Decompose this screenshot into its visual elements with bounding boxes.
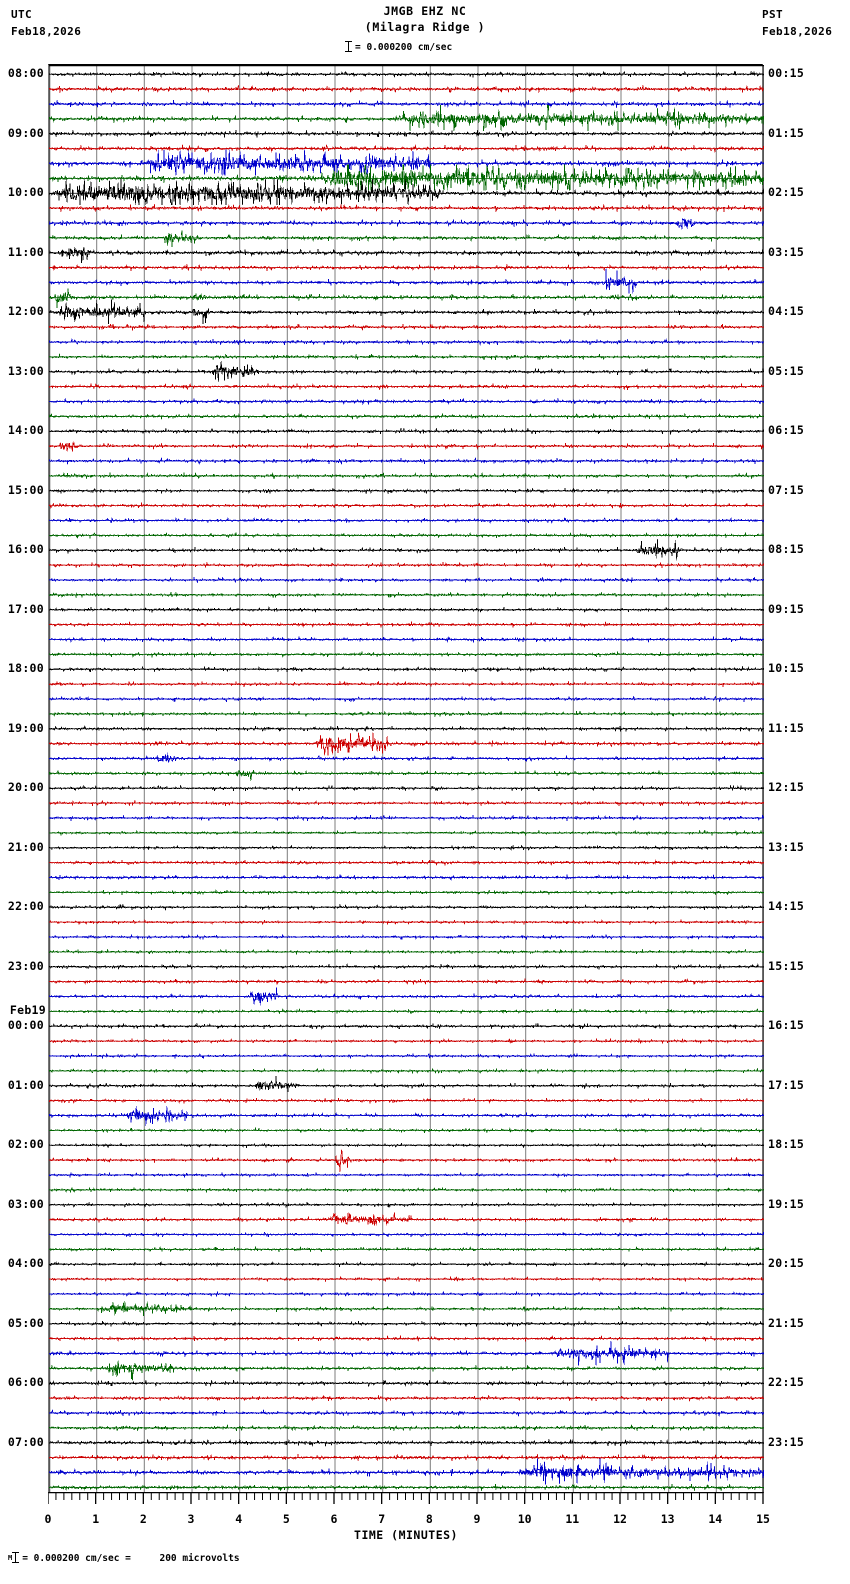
x-axis-tick-label: 10 (517, 1512, 532, 1526)
x-axis-tick-label: 1 (92, 1512, 100, 1526)
x-axis-tick-label: 3 (187, 1512, 195, 1526)
footer-scale-bar-icon (12, 1552, 20, 1563)
utc-hour-label: 00:00 (7, 1018, 44, 1033)
x-axis-tick-label: 15 (756, 1512, 770, 1526)
pst-hour-label: 12:15 (768, 780, 805, 795)
seismogram-plot[interactable] (48, 64, 764, 1493)
pst-hour-label: 04:15 (768, 304, 805, 319)
utc-hour-label: 09:00 (7, 125, 44, 140)
x-axis-tick-label: 0 (44, 1512, 52, 1526)
utc-hour-label: 22:00 (7, 899, 44, 914)
utc-hour-label: 10:00 (7, 185, 44, 200)
x-axis-tick-label: 2 (139, 1512, 147, 1526)
pst-hour-label: 13:15 (768, 839, 805, 854)
pst-timezone-label: PST (762, 8, 784, 21)
x-axis-tick-label: 13 (660, 1512, 675, 1526)
pst-hour-label: 14:15 (768, 899, 805, 914)
utc-hour-label: 19:00 (7, 720, 44, 735)
utc-hour-label: 05:00 (7, 1315, 44, 1330)
utc-hour-label: 06:00 (7, 1375, 44, 1390)
pst-hour-label: 15:15 (768, 958, 805, 973)
pst-hour-label: 05:15 (768, 363, 805, 378)
scale-bar-icon (345, 41, 352, 52)
pst-hour-label: 08:15 (768, 542, 805, 557)
pst-hour-label: 17:15 (768, 1077, 805, 1092)
x-axis-tick-label: 7 (378, 1512, 386, 1526)
utc-date-label: Feb18,2026 (11, 25, 82, 38)
x-axis-tick-label: 14 (708, 1512, 723, 1526)
utc-hour-label: 08:00 (7, 66, 44, 81)
footer-scale-text: = 0.000200 cm/sec = 200 microvolts (22, 1553, 240, 1564)
utc-hour-label: 21:00 (7, 839, 44, 854)
utc-hour-label: 20:00 (7, 780, 44, 795)
pst-hour-label: 07:15 (768, 482, 805, 497)
x-axis-tick-label: 6 (330, 1512, 338, 1526)
pst-hour-label: 20:15 (768, 1256, 805, 1271)
pst-hour-label: 22:15 (768, 1375, 805, 1390)
header: UTC Feb18,2026 JMGB EHZ NC (Milagra Ridg… (0, 0, 850, 60)
station-title: JMGB EHZ NC (383, 4, 467, 18)
pst-hour-label: 23:15 (768, 1434, 805, 1449)
scale-legend-text: = 0.000200 cm/sec (355, 42, 453, 53)
utc-hour-label: 12:00 (7, 304, 44, 319)
footer-prefix: M (8, 1554, 13, 1562)
utc-hour-label: 16:00 (7, 542, 44, 557)
station-subtitle: (Milagra Ridge ) (364, 20, 486, 34)
x-axis-title: TIME (MINUTES) (354, 1528, 458, 1542)
utc-hour-label: 18:00 (7, 661, 44, 676)
pst-hour-label: 10:15 (768, 661, 805, 676)
pst-hour-label: 19:15 (768, 1196, 805, 1211)
pst-date-label: Feb18,2026 (762, 25, 833, 38)
utc-hour-label: 13:00 (7, 363, 44, 378)
utc-hour-label: 03:00 (7, 1196, 44, 1211)
x-axis (48, 1492, 764, 1512)
utc-hour-label: 11:00 (7, 244, 44, 259)
pst-hour-label: 06:15 (768, 423, 805, 438)
day-break-label: Feb19 (9, 1003, 46, 1018)
seismogram-traces (49, 65, 764, 1493)
utc-hour-label: 02:00 (7, 1137, 44, 1152)
x-axis-tick-label: 12 (613, 1512, 627, 1526)
x-axis-tick-label: 8 (425, 1512, 433, 1526)
pst-hour-label: 16:15 (768, 1018, 805, 1033)
utc-hour-label: 04:00 (7, 1256, 44, 1271)
pst-hour-label: 21:15 (768, 1315, 805, 1330)
utc-hour-label: 01:00 (7, 1077, 44, 1092)
pst-hour-label: 00:15 (768, 66, 805, 81)
footer-scale-note: M = 0.000200 cm/sec = 200 microvolts (8, 1552, 240, 1564)
utc-hour-label: 17:00 (7, 601, 44, 616)
pst-hour-label: 11:15 (768, 720, 805, 735)
utc-hour-label: 15:00 (7, 482, 44, 497)
x-axis-tick-label: 4 (235, 1512, 243, 1526)
pst-hour-label: 03:15 (768, 244, 805, 259)
utc-hour-label: 23:00 (7, 958, 44, 973)
pst-hour-label: 09:15 (768, 601, 805, 616)
x-axis-tick-label: 11 (565, 1512, 580, 1526)
pst-hour-label: 18:15 (768, 1137, 805, 1152)
scale-legend: = 0.000200 cm/sec (345, 41, 452, 53)
x-axis-tick-label: 5 (282, 1512, 290, 1526)
utc-hour-label: 07:00 (7, 1434, 44, 1449)
utc-hour-label: 14:00 (7, 423, 44, 438)
x-axis-tick-label: 9 (473, 1512, 481, 1526)
pst-hour-label: 01:15 (768, 125, 805, 140)
pst-hour-label: 02:15 (768, 185, 805, 200)
utc-timezone-label: UTC (11, 8, 33, 21)
